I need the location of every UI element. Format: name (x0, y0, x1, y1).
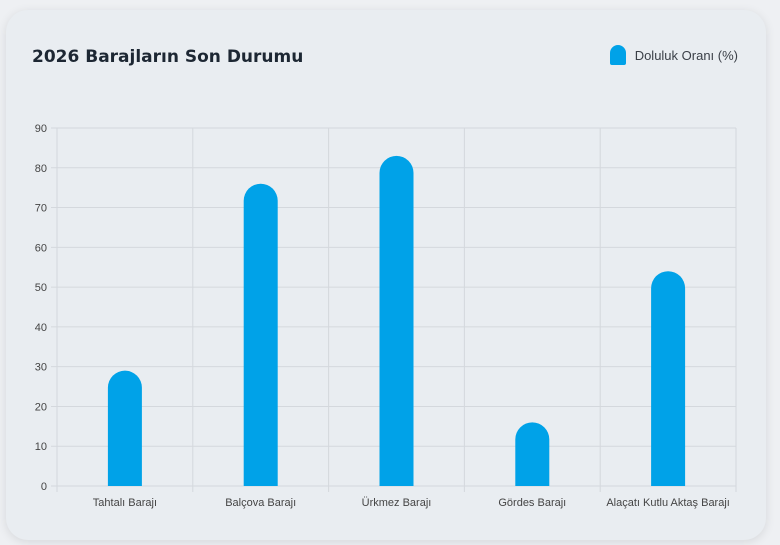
x-tick-label: Gördes Barajı (498, 497, 566, 509)
x-tick-label: Ürkmez Barajı (362, 497, 432, 509)
x-tick-label: Tahtalı Barajı (93, 497, 157, 509)
legend[interactable]: Doluluk Oranı (%) (609, 45, 738, 65)
y-tick-label: 80 (35, 163, 47, 175)
y-tick-label: 0 (41, 481, 47, 493)
bar (651, 271, 686, 486)
y-tick-label: 40 (35, 322, 47, 334)
y-tick-label: 10 (35, 441, 47, 453)
y-tick-label: 90 (35, 123, 47, 135)
y-tick-label: 50 (35, 282, 47, 294)
bar (107, 370, 142, 486)
y-tick-label: 30 (35, 362, 47, 374)
y-tick-label: 60 (35, 242, 47, 254)
y-tick-label: 20 (35, 401, 47, 413)
bar (379, 155, 414, 486)
legend-label: Doluluk Oranı (%) (634, 47, 738, 63)
x-tick-label: Alaçatı Kutlu Aktaş Barajı (606, 497, 730, 509)
y-tick-label: 70 (35, 203, 47, 215)
x-tick-label: Balçova Barajı (225, 497, 296, 509)
bar (243, 183, 278, 486)
bar (515, 422, 550, 486)
chart-title: 2026 Barajların Son Durumu (32, 47, 304, 67)
legend-swatch (609, 45, 626, 65)
